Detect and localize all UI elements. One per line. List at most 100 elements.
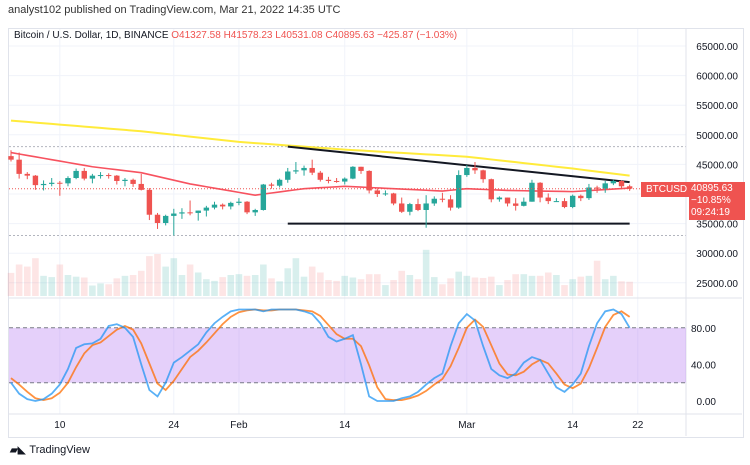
- volume-bar: [455, 271, 462, 296]
- volume-bar: [382, 285, 389, 296]
- candle-body: [431, 198, 437, 204]
- stoch-axis-label: 80.00: [691, 324, 716, 335]
- volume-bar: [398, 270, 406, 296]
- price-axis-label: 35000.00: [696, 220, 738, 231]
- candle-body: [244, 201, 250, 213]
- stoch-k-line: [10, 308, 631, 402]
- volume-bar: [325, 280, 332, 296]
- volume-bar: [618, 281, 625, 296]
- volume-bar: [162, 266, 169, 296]
- candle-body: [342, 178, 348, 182]
- volume-bar: [129, 275, 137, 296]
- candle-body: [382, 193, 389, 195]
- candle-body: [309, 167, 315, 173]
- volume-bar: [113, 278, 121, 296]
- candle-body: [569, 195, 576, 208]
- candle-body: [610, 180, 617, 184]
- candle-body: [553, 201, 560, 203]
- candle-body: [8, 156, 14, 160]
- resistance-trendline: [287, 145, 630, 184]
- tradingview-logo-icon: ▰◣: [10, 444, 26, 456]
- volume-bar: [194, 272, 202, 296]
- candle-body: [114, 175, 120, 181]
- candle-body: [521, 201, 527, 206]
- volume-bar: [512, 274, 519, 296]
- volume-bar: [365, 274, 373, 296]
- volume-bar: [504, 280, 511, 296]
- tradingview-logo[interactable]: ▰◣ TradingView: [10, 444, 90, 456]
- candle-body: [73, 170, 79, 179]
- volume-bar: [260, 264, 267, 296]
- candle-body: [496, 197, 503, 200]
- candle-body: [325, 179, 332, 181]
- volume-bar: [203, 279, 210, 296]
- candle-body: [130, 179, 136, 184]
- candle-body: [529, 182, 535, 202]
- candle-body: [374, 190, 380, 194]
- candle-body: [439, 198, 446, 200]
- candle-body: [146, 189, 153, 215]
- volume-bar: [487, 276, 495, 296]
- candle-body: [276, 179, 283, 186]
- candle-body: [366, 170, 372, 191]
- date-axis-label: 22: [632, 420, 644, 431]
- candle-body: [423, 203, 429, 210]
- candle-body: [187, 212, 193, 214]
- stoch-band: [9, 327, 686, 383]
- volume-bar: [227, 275, 235, 296]
- volume-bar: [374, 274, 381, 296]
- volume-bar: [23, 266, 31, 296]
- candle-body: [480, 170, 486, 180]
- volume-bar: [341, 275, 349, 296]
- candle-body: [122, 179, 128, 181]
- candle-body: [260, 184, 267, 210]
- candle-body: [32, 175, 39, 186]
- symbol-title[interactable]: Bitcoin / U.S. Dollar, 1D, BINANCE: [14, 30, 169, 41]
- volume-bar: [536, 275, 544, 296]
- candle-body: [40, 183, 47, 186]
- volume-bar: [89, 285, 96, 296]
- candle-body: [268, 184, 275, 186]
- candle-body: [626, 186, 633, 189]
- date-axis-label: 24: [168, 420, 180, 431]
- candle-body: [203, 207, 210, 211]
- volume-bar: [154, 254, 161, 296]
- candle-body: [415, 204, 421, 210]
- volume-bar: [268, 278, 275, 296]
- volume-bar: [251, 275, 259, 296]
- candle-body: [390, 193, 397, 204]
- volume-bar: [577, 276, 585, 296]
- volume-bar: [64, 275, 72, 296]
- volume-bar: [284, 268, 292, 296]
- candle-body: [602, 183, 608, 189]
- volume-bar: [463, 275, 471, 296]
- candle-body: [472, 167, 478, 171]
- candle-body: [488, 179, 494, 200]
- volume-bar: [211, 280, 218, 296]
- candle-body: [211, 204, 218, 208]
- candle-body: [586, 187, 592, 199]
- price-axis-label: 25000.00: [696, 279, 738, 290]
- date-axis-label: 10: [54, 420, 66, 431]
- candle-body: [561, 201, 568, 208]
- candle-body: [504, 197, 511, 204]
- volume-bar: [137, 270, 145, 296]
- candle-body: [293, 170, 299, 172]
- candle-body: [618, 180, 625, 187]
- price-axis-label: 65000.00: [696, 42, 738, 53]
- candle-body: [81, 170, 87, 179]
- candle-body: [105, 175, 112, 177]
- candle-body: [219, 204, 226, 207]
- volume-bar: [544, 272, 552, 296]
- volume-bar: [178, 275, 186, 296]
- candle-body: [171, 213, 177, 216]
- volume-bar: [520, 274, 528, 296]
- candle-body: [179, 212, 185, 214]
- volume-bar: [357, 279, 365, 296]
- volume-bar: [219, 277, 226, 296]
- candle-body: [512, 203, 519, 206]
- volume-bar: [496, 285, 503, 296]
- change-value: −425.87 (−1.03%): [377, 30, 458, 41]
- candle-body: [447, 199, 454, 208]
